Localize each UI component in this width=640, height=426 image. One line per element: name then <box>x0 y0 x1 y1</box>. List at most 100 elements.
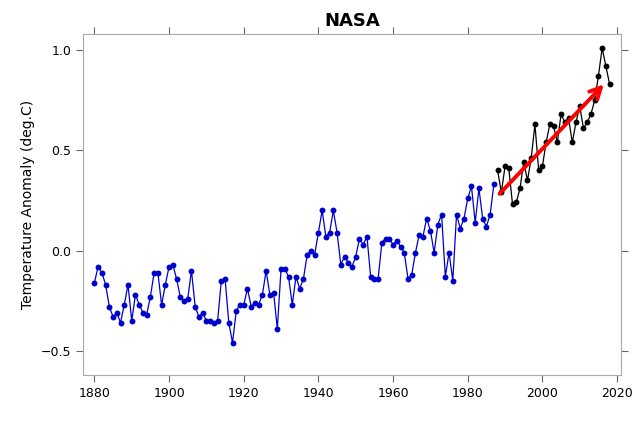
Point <box>119 301 129 308</box>
Point <box>265 291 275 298</box>
Point <box>89 279 99 286</box>
Point <box>571 119 581 126</box>
Point <box>310 251 320 258</box>
Point <box>190 303 200 310</box>
Point <box>302 251 312 258</box>
Point <box>597 45 607 52</box>
Point <box>373 275 383 282</box>
Point <box>500 163 510 170</box>
Point <box>433 221 443 228</box>
Point <box>243 285 253 292</box>
Point <box>339 253 349 260</box>
Point <box>182 295 193 302</box>
Point <box>212 317 223 324</box>
Point <box>548 123 559 130</box>
Point <box>392 237 402 244</box>
Point <box>156 301 166 308</box>
Point <box>291 273 301 280</box>
Point <box>508 201 518 208</box>
Point <box>455 225 465 232</box>
Point <box>343 259 353 266</box>
Point <box>276 265 286 272</box>
Point <box>186 267 196 274</box>
Point <box>268 289 278 296</box>
Point <box>365 273 376 280</box>
Point <box>287 301 298 308</box>
Point <box>351 253 361 260</box>
Point <box>444 249 454 256</box>
Point <box>168 261 178 268</box>
Point <box>436 211 447 218</box>
Point <box>522 177 532 184</box>
Point <box>481 223 492 230</box>
Point <box>280 265 290 272</box>
Point <box>335 261 346 268</box>
Point <box>313 229 323 236</box>
Point <box>261 267 271 274</box>
Point <box>298 275 308 282</box>
Point <box>396 243 406 250</box>
Point <box>220 275 230 282</box>
Point <box>485 211 495 218</box>
Point <box>377 239 387 246</box>
Point <box>131 291 141 298</box>
Point <box>194 314 204 320</box>
Point <box>556 111 566 118</box>
Point <box>209 320 219 326</box>
Point <box>451 211 461 218</box>
Point <box>511 199 522 206</box>
Point <box>586 111 596 118</box>
Point <box>504 165 514 172</box>
Point <box>253 301 264 308</box>
Point <box>530 121 540 128</box>
Title: NASA: NASA <box>324 12 380 30</box>
Point <box>123 281 133 288</box>
Point <box>149 269 159 276</box>
Point <box>601 63 611 69</box>
Point <box>526 155 536 162</box>
Point <box>489 181 499 188</box>
Point <box>582 119 592 126</box>
Point <box>463 195 473 202</box>
Point <box>108 314 118 320</box>
Point <box>250 299 260 306</box>
Point <box>235 301 245 308</box>
Point <box>198 309 208 316</box>
Point <box>134 301 144 308</box>
Point <box>541 139 551 146</box>
Point <box>294 285 305 292</box>
Point <box>172 275 182 282</box>
Point <box>272 325 282 332</box>
Point <box>317 207 327 214</box>
Point <box>141 311 152 318</box>
Point <box>559 119 570 126</box>
Point <box>145 293 156 300</box>
Point <box>324 229 335 236</box>
Point <box>153 269 163 276</box>
Point <box>518 159 529 166</box>
Point <box>388 241 398 248</box>
Point <box>246 303 256 310</box>
Point <box>223 320 234 326</box>
Point <box>355 235 365 242</box>
Point <box>111 309 122 316</box>
Point <box>362 233 372 240</box>
Point <box>104 303 115 310</box>
Point <box>93 263 103 270</box>
Point <box>97 269 107 276</box>
Point <box>447 277 458 284</box>
Point <box>227 340 237 346</box>
Point <box>347 263 357 270</box>
Point <box>477 215 488 222</box>
Point <box>474 185 484 192</box>
Point <box>306 247 316 254</box>
Point <box>284 273 294 280</box>
Point <box>257 291 268 298</box>
Point <box>425 227 435 234</box>
Point <box>515 185 525 192</box>
Point <box>593 73 604 80</box>
Point <box>369 275 380 282</box>
Point <box>418 233 428 240</box>
Point <box>138 309 148 316</box>
Point <box>332 229 342 236</box>
